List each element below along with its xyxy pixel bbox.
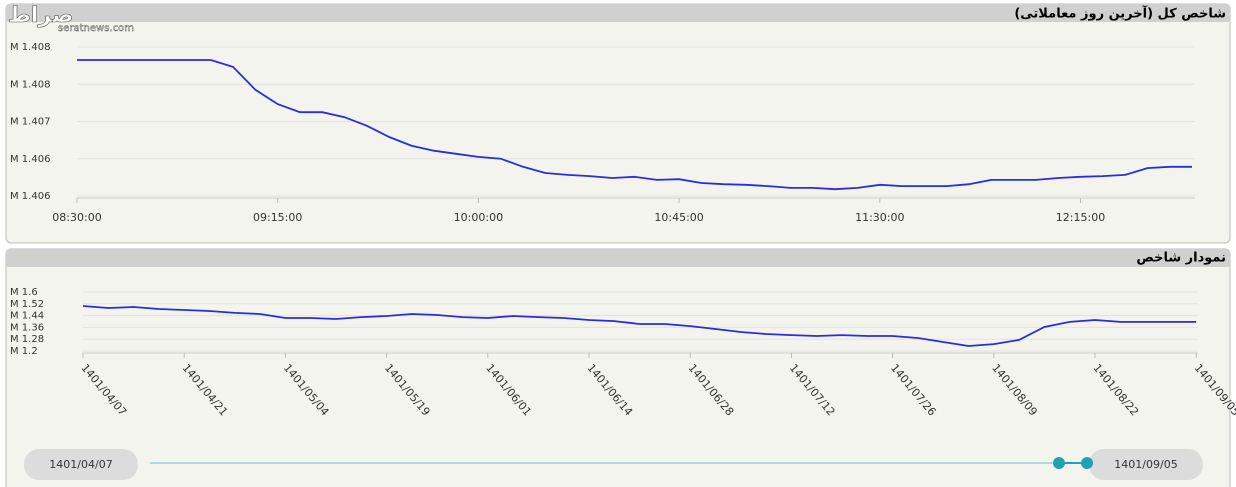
- panel: [5, 3, 1231, 244]
- slider-handle[interactable]: [1081, 457, 1093, 469]
- x-tick-label: 08:30:00: [52, 211, 101, 224]
- y-tick-label: M 1.406: [10, 191, 50, 202]
- slider-start: [24, 449, 138, 480]
- y-tick-label: M 1.6: [10, 287, 38, 298]
- line: [82, 305, 1197, 347]
- panel-header: [6, 4, 1230, 22]
- panel-title: نمودار شاخص: [1136, 251, 1226, 266]
- x-tick-label: 10:00:00: [454, 211, 503, 224]
- y-tick-label: M 1.44: [10, 311, 44, 322]
- x-tick-label: 11:30:00: [855, 211, 904, 224]
- site-name: seratnews.com: [58, 23, 134, 34]
- y-tick-label: M 1.407: [10, 117, 50, 128]
- slider-end: [1089, 449, 1203, 480]
- x-tick-label: 09:15:00: [253, 211, 302, 224]
- y-tick-label: M 1.52: [10, 299, 44, 310]
- logo: صراط: [8, 3, 73, 28]
- panel-title: شاخص کل (آخرین روز معاملاتی): [1014, 5, 1226, 22]
- x-tick-label: 10:45:00: [654, 211, 703, 224]
- slider-handle[interactable]: [1053, 457, 1065, 469]
- x-tick-label: 12:15:00: [1056, 211, 1105, 224]
- panel-header: [6, 249, 1230, 267]
- y-tick-label: M 1.28: [10, 334, 44, 345]
- slider-end-label: 1401/09/05: [1114, 458, 1177, 471]
- line: [77, 59, 1192, 191]
- y-tick-label: M 1.406: [10, 154, 50, 165]
- y-tick-label: M 1.408: [10, 79, 50, 90]
- y-tick-label: M 1.36: [10, 322, 44, 333]
- y-tick-label: M 1.408: [10, 42, 50, 53]
- y-tick-label: M 1.2: [10, 346, 38, 357]
- slider-start-label: 1401/04/07: [49, 458, 112, 471]
